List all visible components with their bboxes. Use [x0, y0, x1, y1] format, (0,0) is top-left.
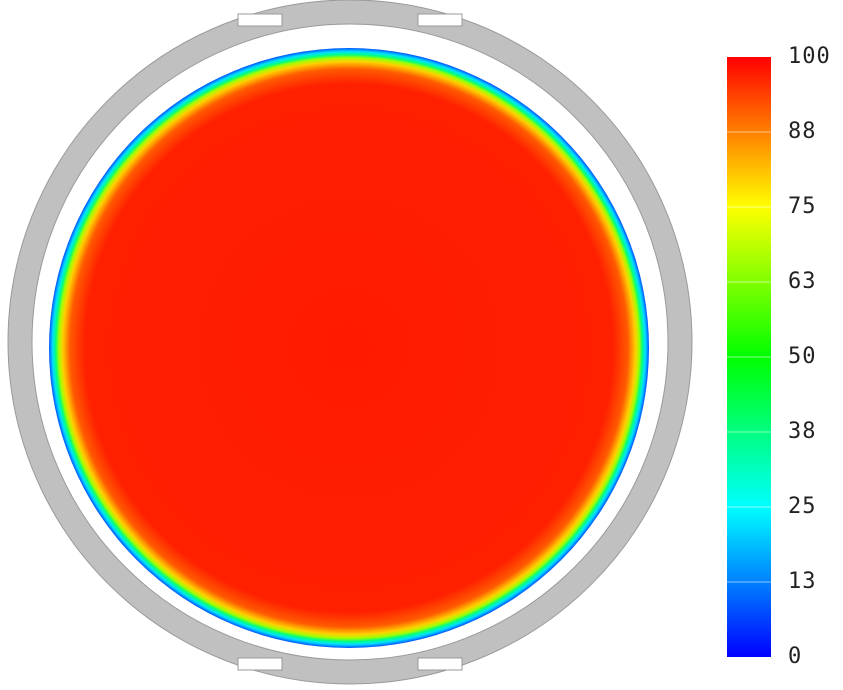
colorbar-ticks	[727, 131, 771, 583]
ring-notch-top-right	[417, 13, 463, 27]
heat-field	[49, 48, 649, 648]
colorbar-tick-label: 38	[788, 419, 817, 444]
outer-ring-edge-outer	[7, 0, 693, 685]
ring-notch-bottom-right	[417, 657, 463, 671]
outer-ring-edge-inner	[31, 23, 669, 661]
colorbar-tick-label: 25	[788, 494, 817, 519]
ring-notch-top-left	[237, 13, 283, 27]
colorbar-tick-label: 88	[788, 119, 817, 144]
colorbar-tick-label: 63	[788, 269, 817, 294]
outer-ring	[8, 0, 692, 684]
colorbar-tick-label: 0	[788, 644, 803, 669]
colorbar-tick-label: 100	[788, 44, 831, 69]
colorbar-tick-label: 75	[788, 194, 817, 219]
ring-notch-bottom-left	[237, 657, 283, 671]
colorbar-tick-label: 50	[788, 344, 817, 369]
colorbar-tick-label: 13	[788, 569, 817, 594]
